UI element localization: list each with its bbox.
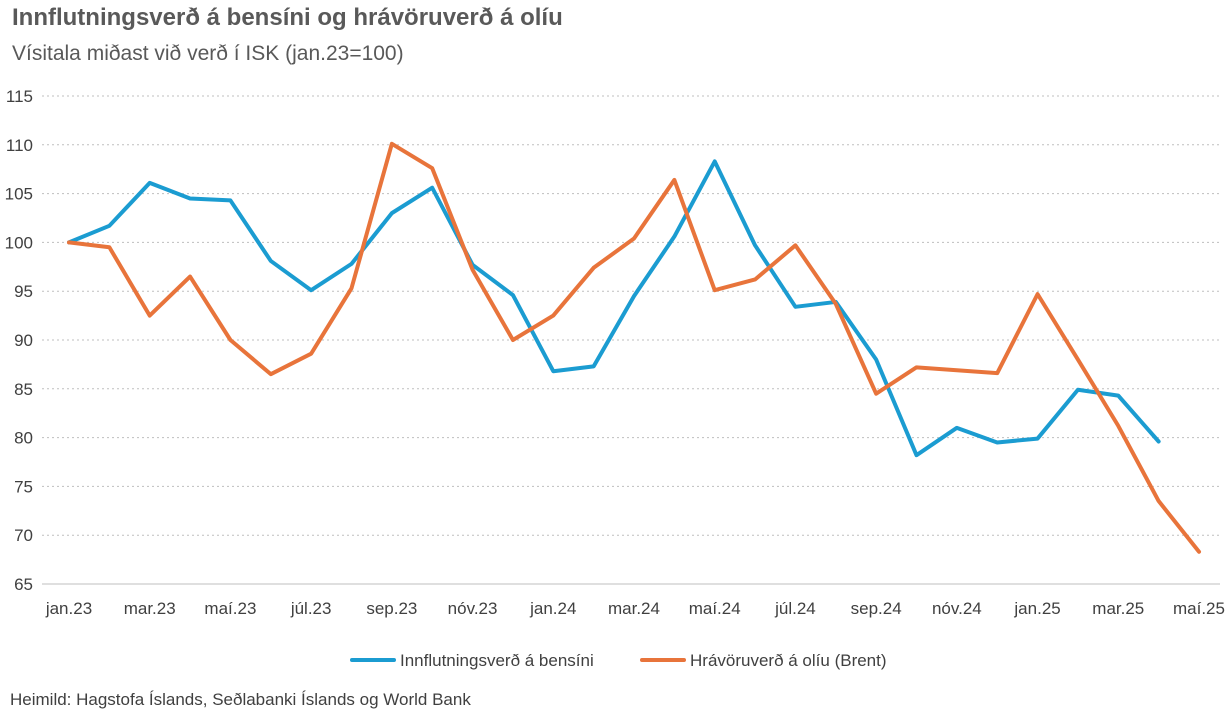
x-tick-label: mar.24 <box>608 599 660 618</box>
y-axis-ticks: 65 70 75 80 85 90 95 100 105 110 115 <box>5 87 33 594</box>
x-tick-label: mar.25 <box>1092 599 1144 618</box>
source-note: Heimild: Hagstofa Íslands, Seðlabanki Ís… <box>10 690 471 709</box>
chart-title: Innflutningsverð á bensíni og hrávöruver… <box>12 4 563 31</box>
y-tick-label: 105 <box>5 185 33 204</box>
x-tick-label: maí.23 <box>204 599 256 618</box>
x-tick-label: júl.24 <box>774 599 816 618</box>
y-tick-label: 110 <box>6 136 33 155</box>
legend-label: Innflutningsverð á bensíni <box>400 651 594 670</box>
x-tick-label: júl.23 <box>290 599 332 618</box>
y-tick-label: 95 <box>14 282 33 301</box>
y-tick-label: 115 <box>6 87 33 106</box>
y-tick-label: 85 <box>14 380 33 399</box>
x-tick-label: maí.25 <box>1173 599 1225 618</box>
legend-label: Hrávöruverð á olíu (Brent) <box>690 651 887 670</box>
y-tick-label: 65 <box>14 575 33 594</box>
series-line-brent <box>67 141 1201 554</box>
x-tick-label: nóv.24 <box>932 599 982 618</box>
x-tick-label: maí.24 <box>689 599 741 618</box>
x-tick-label: sep.24 <box>851 599 902 618</box>
x-tick-label: mar.23 <box>124 599 176 618</box>
y-tick-label: 75 <box>14 477 33 496</box>
series-lines <box>67 141 1201 554</box>
x-tick-label: jan.25 <box>1013 599 1060 618</box>
y-tick-label: 100 <box>5 233 33 252</box>
chart-subtitle: Vísitala miðast við verð í ISK (jan.23=1… <box>12 42 404 65</box>
x-tick-label: jan.24 <box>529 599 576 618</box>
grid-lines <box>42 95 1220 536</box>
series-line-bensin <box>67 159 1161 458</box>
y-tick-label: 80 <box>14 429 33 448</box>
x-tick-label: sep.23 <box>366 599 417 618</box>
y-tick-label: 70 <box>14 526 33 545</box>
legend: Innflutningsverð á bensíni Hrávöruverð á … <box>350 651 887 670</box>
y-tick-label: 90 <box>14 331 33 350</box>
x-tick-label: nóv.23 <box>448 599 498 618</box>
x-tick-label: jan.23 <box>45 599 92 618</box>
x-axis-ticks: jan.23 mar.23 maí.23 júl.23 sep.23 nóv.23 jan.… <box>45 599 1225 618</box>
